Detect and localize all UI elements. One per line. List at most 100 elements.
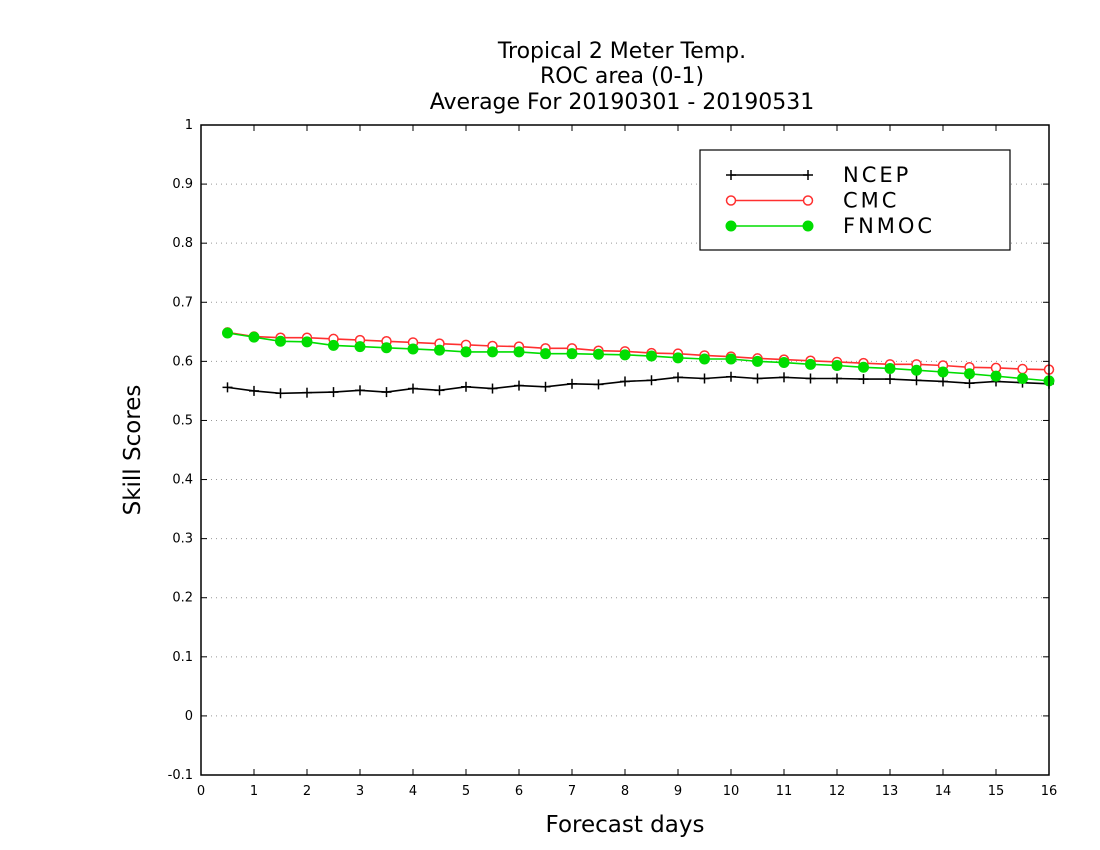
x-tick-label-9: 9 bbox=[674, 784, 682, 799]
legend-marker-start-cmc bbox=[725, 195, 737, 206]
y-tick-label-5: 0.4 bbox=[172, 473, 193, 488]
point-ncep-1 bbox=[249, 385, 259, 396]
point-fnmoc-19 bbox=[725, 353, 737, 365]
point-ncep-25 bbox=[885, 374, 895, 385]
x-tick-label-12: 12 bbox=[829, 784, 846, 799]
plot-frame bbox=[200, 124, 1050, 776]
point-fnmoc-20 bbox=[752, 355, 763, 367]
y-tick-label-1: 0 bbox=[185, 709, 193, 724]
point-ncep-12 bbox=[540, 381, 551, 392]
point-fnmoc-21 bbox=[778, 357, 790, 369]
x-tick-label-10: 10 bbox=[723, 784, 740, 799]
point-fnmoc-8 bbox=[434, 344, 445, 356]
grid-lines bbox=[201, 183, 1049, 717]
point-ncep-10 bbox=[487, 383, 498, 394]
x-tick-label-8: 8 bbox=[621, 784, 629, 799]
y-tick-label-11: 1 bbox=[185, 118, 193, 133]
series-fnmoc bbox=[222, 327, 1055, 387]
point-fnmoc-15 bbox=[619, 349, 631, 361]
chart-title-line-2: ROC area (0-1) bbox=[540, 64, 704, 89]
legend-label-cmc: CMC bbox=[843, 189, 899, 213]
point-cmc-30 bbox=[1017, 363, 1028, 375]
point-ncep-24 bbox=[858, 374, 869, 385]
chart-title-line-1: Tropical 2 Meter Temp. bbox=[497, 39, 746, 64]
point-ncep-8 bbox=[434, 385, 445, 396]
y-tick-label-9: 0.8 bbox=[172, 236, 193, 251]
chart-title-line-3: Average For 20190301 - 20190531 bbox=[430, 90, 815, 115]
y-tick-label-6: 0.5 bbox=[172, 413, 193, 428]
point-fnmoc-11 bbox=[513, 346, 525, 358]
y-tick-label-4: 0.3 bbox=[172, 532, 193, 547]
legend-marker-start-fnmoc bbox=[725, 220, 737, 232]
series-cmc bbox=[222, 327, 1055, 375]
x-tick-label-3: 3 bbox=[356, 784, 364, 799]
x-tick-label-6: 6 bbox=[515, 784, 523, 799]
point-fnmoc-9 bbox=[460, 346, 472, 358]
point-fnmoc-30 bbox=[1017, 373, 1028, 384]
point-fnmoc-14 bbox=[593, 348, 604, 360]
point-fnmoc-4 bbox=[328, 339, 339, 351]
y-axis-label: Skill Scores bbox=[120, 385, 146, 516]
point-ncep-15 bbox=[620, 376, 630, 387]
point-ncep-5 bbox=[355, 385, 365, 396]
legend-label-fnmoc: FNMOC bbox=[843, 214, 935, 238]
point-fnmoc-12 bbox=[540, 348, 551, 360]
point-ncep-27 bbox=[938, 376, 948, 387]
x-tick-label-4: 4 bbox=[409, 784, 417, 799]
x-tick-label-16: 16 bbox=[1041, 784, 1058, 799]
point-fnmoc-22 bbox=[805, 358, 816, 370]
legend-item-cmc: CMC bbox=[725, 189, 899, 213]
x-axis-ticks: 0 1 2 3 4 5 6 7 8 9 10 11 12 13 14 15 16 bbox=[197, 125, 1057, 799]
y-tick-label-7: 0.6 bbox=[172, 354, 193, 369]
point-ncep-28 bbox=[964, 378, 975, 389]
x-tick-label-0: 0 bbox=[197, 784, 205, 799]
legend-marker-end-ncep bbox=[803, 170, 813, 180]
legend-item-ncep: NCEP bbox=[726, 163, 911, 187]
legend-label-ncep: NCEP bbox=[843, 163, 911, 187]
point-ncep-22 bbox=[805, 373, 816, 384]
point-ncep-19 bbox=[726, 371, 736, 382]
x-tick-label-11: 11 bbox=[776, 784, 793, 799]
point-fnmoc-24 bbox=[858, 361, 869, 373]
y-tick-label-0: -0.1 bbox=[168, 768, 193, 783]
point-ncep-18 bbox=[699, 373, 710, 384]
point-fnmoc-1 bbox=[248, 331, 260, 343]
y-tick-label-10: 0.9 bbox=[172, 177, 193, 192]
point-fnmoc-13 bbox=[566, 348, 578, 360]
x-tick-label-7: 7 bbox=[568, 784, 576, 799]
point-fnmoc-0 bbox=[222, 327, 233, 339]
point-ncep-23 bbox=[832, 373, 842, 384]
chart-title: Tropical 2 Meter Temp. ROC area (0-1) Av… bbox=[430, 39, 815, 115]
x-axis-label: Forecast days bbox=[546, 812, 705, 838]
point-ncep-13 bbox=[567, 378, 577, 389]
point-ncep-14 bbox=[593, 379, 604, 390]
point-ncep-9 bbox=[461, 381, 471, 392]
legend-marker-end-fnmoc bbox=[802, 220, 814, 232]
x-tick-label-1: 1 bbox=[250, 784, 258, 799]
point-ncep-2 bbox=[275, 388, 286, 399]
series-line-cmc bbox=[227, 331, 1050, 371]
point-fnmoc-2 bbox=[275, 335, 286, 347]
legend-marker-end-cmc bbox=[802, 195, 814, 206]
point-ncep-11 bbox=[514, 380, 524, 391]
series-layer bbox=[222, 327, 1055, 399]
series-line-ncep bbox=[227, 375, 1050, 395]
point-fnmoc-7 bbox=[407, 343, 419, 355]
y-axis-ticks: -0.1 0 0.1 0.2 0.3 0.4 0.5 0.6 0.7 0.8 0.9 1 bbox=[168, 118, 1049, 783]
point-fnmoc-26 bbox=[911, 364, 922, 376]
legend-marker-start-ncep bbox=[726, 170, 736, 180]
point-fnmoc-25 bbox=[884, 362, 896, 374]
x-tick-label-15: 15 bbox=[988, 784, 1005, 799]
point-ncep-0 bbox=[222, 382, 233, 393]
x-tick-label-5: 5 bbox=[462, 784, 470, 799]
point-fnmoc-6 bbox=[381, 342, 392, 354]
x-tick-label-14: 14 bbox=[935, 784, 952, 799]
point-fnmoc-27 bbox=[937, 366, 949, 378]
point-fnmoc-28 bbox=[964, 368, 975, 380]
point-fnmoc-10 bbox=[487, 346, 498, 358]
point-ncep-21 bbox=[779, 372, 789, 383]
point-ncep-17 bbox=[673, 372, 683, 383]
point-ncep-20 bbox=[752, 373, 763, 384]
point-ncep-7 bbox=[408, 383, 418, 394]
